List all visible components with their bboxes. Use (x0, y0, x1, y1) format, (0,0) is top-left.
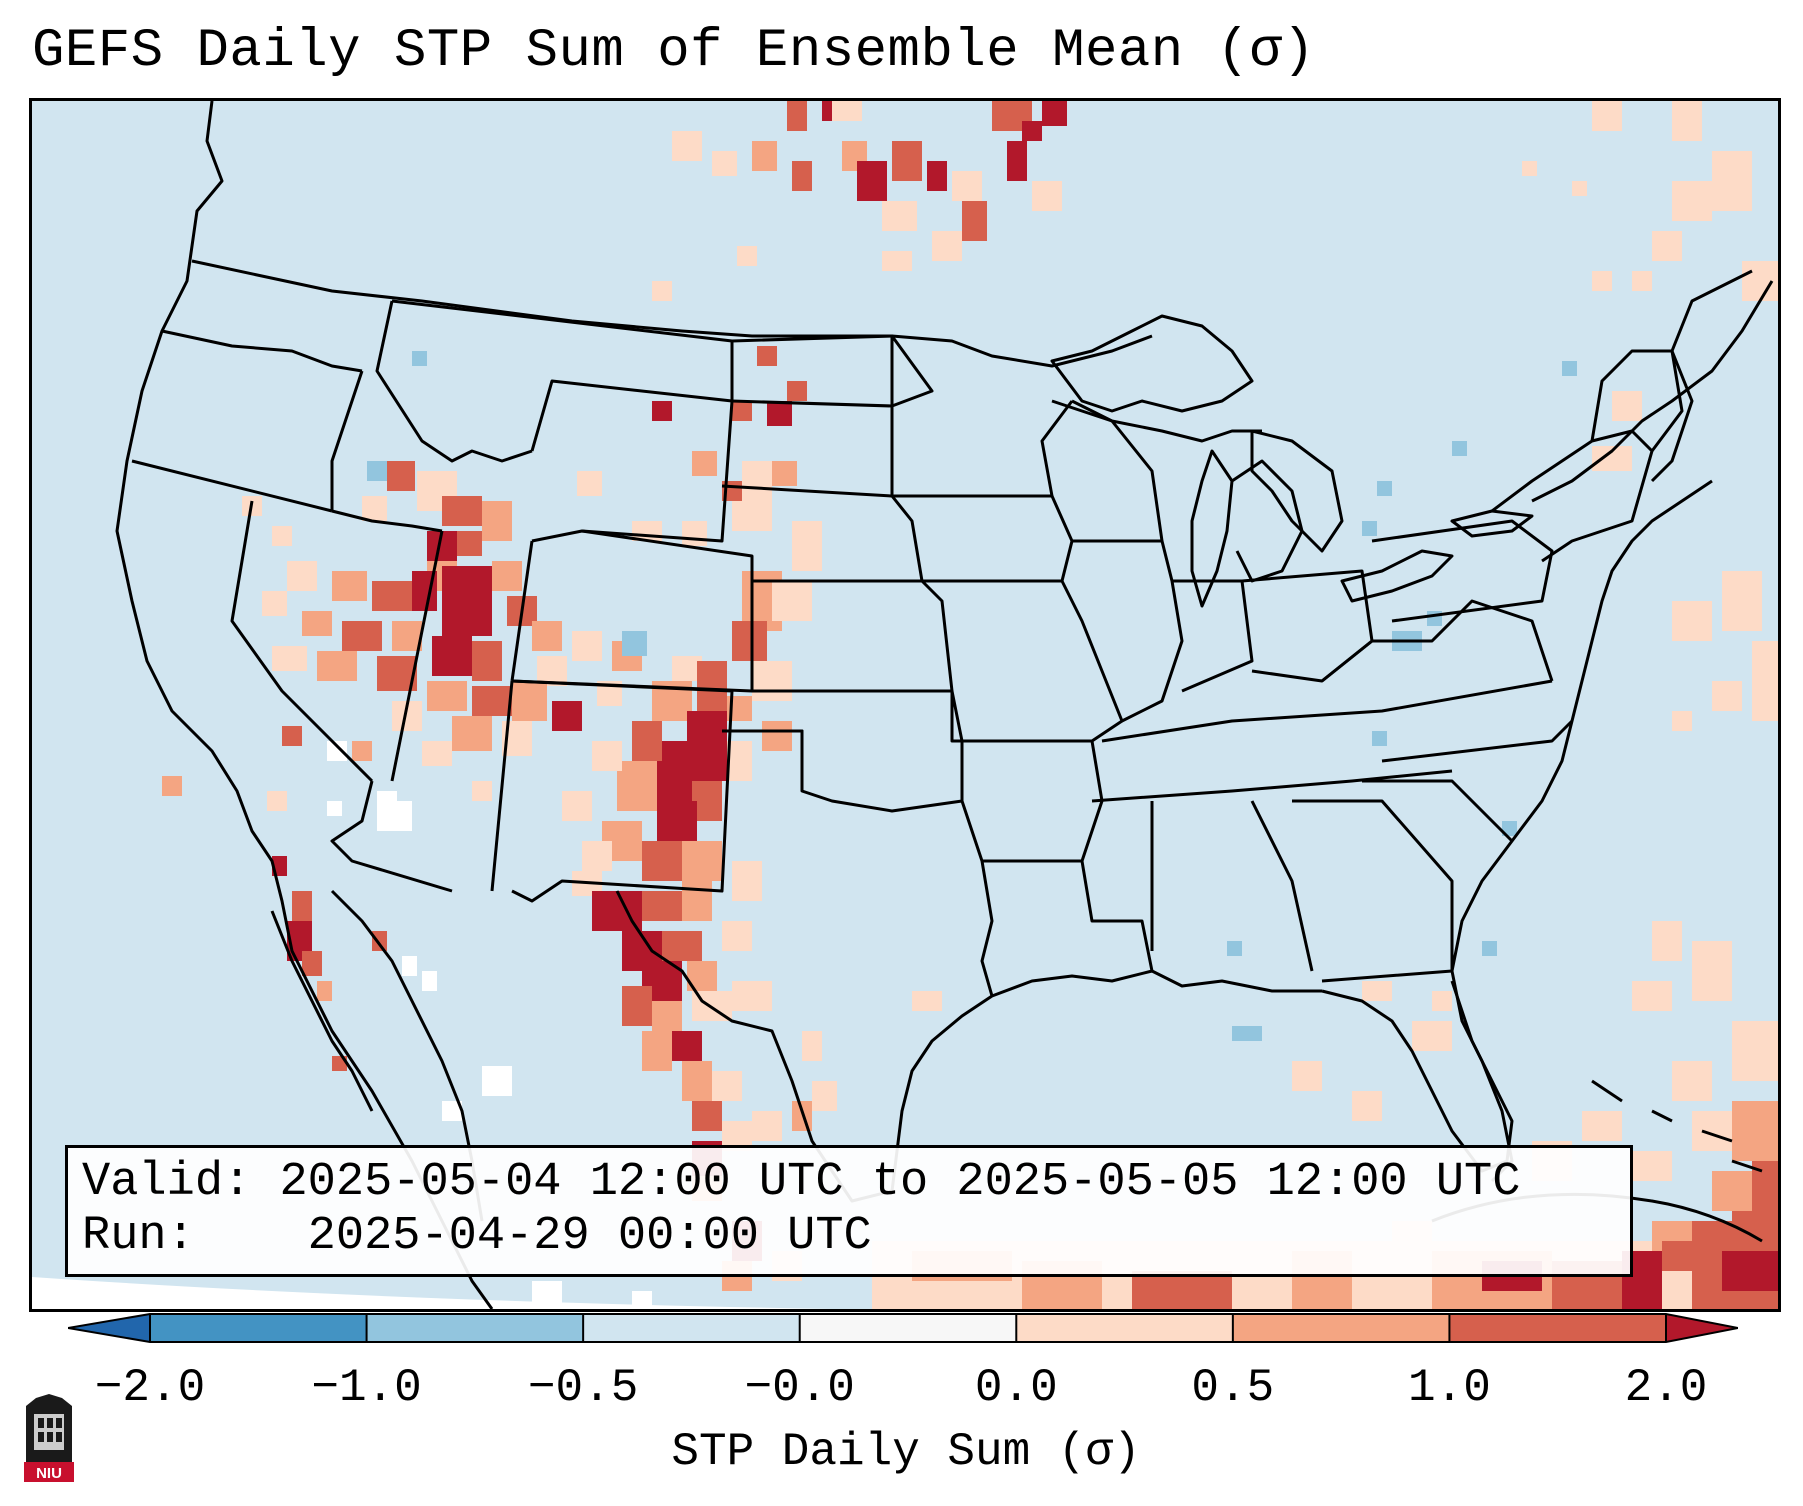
run-label: Run: (82, 1210, 195, 1263)
map-panel (29, 98, 1781, 1312)
niu-logo-icon: NIU (24, 1394, 74, 1482)
colorbar-segments (68, 1314, 1738, 1342)
colorbar-extend-low (68, 1314, 150, 1342)
lake-superior (1050, 314, 1254, 413)
colorbar-label: STP Daily Sum (σ) (671, 1426, 1141, 1478)
pa-outline (1371, 519, 1554, 623)
az-nm-line (490, 680, 514, 892)
gulf-coastline (890, 969, 1322, 1192)
colorbar-segment (1016, 1314, 1234, 1342)
id-west-line (330, 370, 364, 511)
wy-outline (530, 379, 734, 543)
mn-outline (890, 335, 1074, 498)
nm-outline (511, 679, 734, 903)
info-box: Valid: 2025-05-04 12:00 UTC to 2025-05-0… (65, 1145, 1633, 1277)
nv-ut-line (331, 509, 443, 533)
lake-ontario (1450, 509, 1534, 538)
tx-east-line (960, 800, 994, 997)
colorbar-segment (150, 1314, 368, 1342)
colorbar-extend-high (1666, 1314, 1738, 1342)
valid-label: Valid: (82, 1156, 252, 1209)
colorbar-tick-label: 0.5 (1191, 1362, 1275, 1414)
tx-panhandle (722, 729, 804, 791)
sc-outline (1362, 779, 1514, 843)
colorbar-tick-label: 2.0 (1624, 1362, 1708, 1414)
colorbar-segment (1449, 1314, 1667, 1342)
colorbar-tick-label: −1.0 (311, 1362, 422, 1414)
colorbar-ticks (149, 1314, 1667, 1342)
projection-edge (32, 1277, 832, 1309)
map-title: GEFS Daily STP Sum of Ensemble Mean (σ) (32, 21, 1316, 82)
la-outline (982, 859, 1154, 972)
colorbar (68, 1313, 1738, 1343)
colorbar-tick-label: −0.0 (744, 1362, 855, 1414)
colorbar-tick-label: −0.5 (527, 1362, 639, 1414)
map-canvas (32, 101, 1778, 1309)
nv-az-line (390, 530, 444, 782)
run-value: 2025-04-29 00:00 UTC (307, 1210, 872, 1263)
il-outline (1072, 539, 1184, 723)
colorbar-segment (799, 1314, 1017, 1342)
oh-outline (1241, 569, 1374, 683)
nc-outline (1381, 719, 1574, 763)
florida-outline (1321, 980, 1514, 1173)
or-nv-ca-line (131, 459, 333, 513)
valid-row: Valid: 2025-05-04 12:00 UTC to 2025-05-0… (82, 1156, 1616, 1210)
ny-outline (1491, 429, 1654, 563)
lower-michigan (1231, 459, 1304, 583)
lake-michigan (1190, 449, 1234, 608)
al-ga-line (1250, 800, 1314, 972)
colorbar-segment (1232, 1314, 1450, 1342)
ky-tn-line (1101, 679, 1553, 743)
bahamas (1591, 1079, 1763, 1173)
lake-huron (1250, 429, 1344, 553)
ut-co-line (510, 540, 534, 682)
run-row: Run: 2025-04-29 00:00 UTC (82, 1210, 1616, 1264)
lake-erie (1340, 549, 1454, 603)
ca-nv-line (230, 500, 374, 783)
nd-outline (731, 334, 894, 406)
colorbar-tick-label: −2.0 (94, 1362, 206, 1414)
st-lawrence-coast (1531, 280, 1774, 503)
colorbar-tick-label: 0.0 (974, 1362, 1058, 1414)
va-outline (1321, 599, 1554, 683)
new-england-lines (1590, 349, 1694, 483)
ar-outline (962, 739, 1104, 863)
stp-field (162, 101, 1778, 1309)
boundaries (115, 101, 1774, 1309)
in-outline (1172, 579, 1254, 693)
id-mt-line (375, 300, 533, 463)
valid-value: 2025-05-04 12:00 UTC to 2025-05-05 12:00… (279, 1156, 1521, 1209)
colorbar-tick-label: 1.0 (1408, 1362, 1491, 1414)
mt-outline (391, 299, 734, 401)
pacific-coastline (115, 101, 494, 1309)
az-ca-line (330, 780, 453, 893)
ga-outline (1292, 799, 1454, 983)
tn-south-line (1091, 769, 1453, 803)
colorbar-segment (583, 1314, 801, 1342)
wi-outline (1051, 399, 1164, 543)
canada-border (191, 259, 1153, 368)
colorbar-segment (366, 1314, 584, 1342)
logo-text: NIU (36, 1465, 62, 1482)
wa-or-line (161, 329, 363, 373)
